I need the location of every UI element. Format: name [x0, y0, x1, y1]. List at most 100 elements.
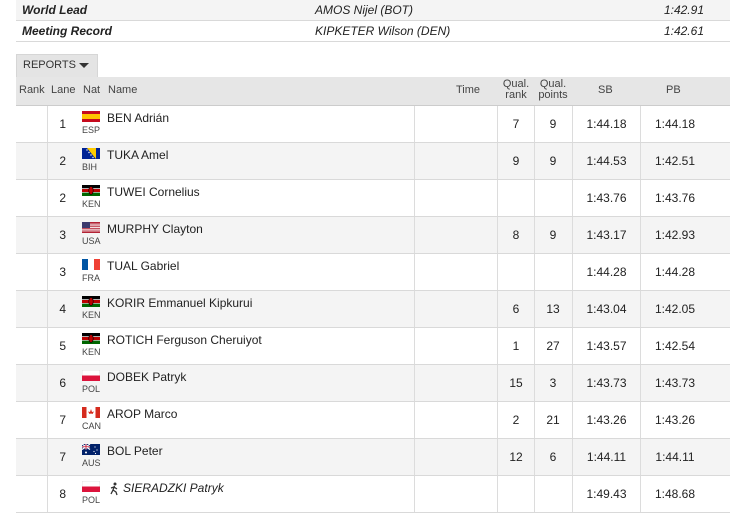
- column-divider: [534, 180, 535, 216]
- column-divider: [534, 143, 535, 179]
- pb-cell: 1:42.51: [654, 154, 696, 168]
- column-divider: [572, 106, 573, 142]
- athlete-name-link[interactable]: MURPHY Clayton: [107, 222, 203, 236]
- nat-code: KEN: [82, 310, 101, 320]
- table-row[interactable]: 5 KEN ROTICH Ferguson Cheruiyot 1 27 1:43.57 1…: [16, 328, 730, 365]
- header-time[interactable]: Time: [456, 84, 481, 96]
- athlete-name-link[interactable]: TUKA Amel: [107, 148, 169, 162]
- table-header: Rank Lane Nat Name Time Qual. rank Qual. p…: [16, 77, 730, 106]
- lane-cell: 4: [59, 302, 66, 316]
- lane-cell: 3: [59, 228, 66, 242]
- column-divider: [572, 254, 573, 290]
- lane-cell: 8: [59, 487, 66, 501]
- lane-cell: 7: [59, 413, 66, 427]
- column-divider: [572, 402, 573, 438]
- lane-cell: 2: [59, 191, 66, 205]
- column-divider: [414, 143, 415, 179]
- lane-cell: 3: [59, 265, 66, 279]
- lane-cell: 5: [59, 339, 66, 353]
- column-divider: [497, 106, 498, 142]
- pb-cell: 1:48.68: [654, 487, 696, 501]
- athlete-name-link[interactable]: SIERADZKI Patryk: [123, 481, 224, 495]
- column-divider: [534, 476, 535, 512]
- column-divider: [47, 439, 48, 475]
- column-divider: [414, 328, 415, 364]
- qual-points-cell: 6: [549, 450, 557, 464]
- pb-cell: 1:42.05: [654, 302, 696, 316]
- column-divider: [572, 365, 573, 401]
- qual-rank-cell: 6: [512, 302, 520, 316]
- pb-cell: 1:43.26: [654, 413, 696, 427]
- athlete-name-link[interactable]: BEN Adrián: [107, 111, 170, 125]
- column-divider: [497, 439, 498, 475]
- flag-icon: [82, 185, 100, 196]
- records-section: World Lead AMOS Nijel (BOT) 1:42.91 Meet…: [16, 0, 730, 42]
- header-lane[interactable]: Lane: [51, 84, 76, 96]
- column-divider: [47, 476, 48, 512]
- table-row[interactable]: 1 ESP BEN Adrián 7 9 1:44.18 1:44.18: [16, 106, 730, 143]
- athlete-name-link[interactable]: AROP Marco: [107, 407, 178, 421]
- record-label: World Lead: [22, 3, 88, 17]
- header-qual-points-line2: points: [538, 89, 568, 101]
- header-name[interactable]: Name: [108, 84, 138, 96]
- column-divider: [640, 402, 641, 438]
- athlete-name-link[interactable]: ROTICH Ferguson Cheruiyot: [107, 333, 262, 347]
- column-divider: [414, 254, 415, 290]
- sb-cell: 1:43.57: [586, 339, 627, 353]
- qual-points-cell: 3: [549, 376, 557, 390]
- column-divider: [47, 328, 48, 364]
- table-row[interactable]: 6 POL DOBEK Patryk 15 3 1:43.73 1:43.73: [16, 365, 730, 402]
- nat-code: KEN: [82, 199, 101, 209]
- column-divider: [497, 180, 498, 216]
- header-rank[interactable]: Rank: [19, 84, 45, 96]
- record-holder: KIPKETER Wilson (DEN): [315, 24, 451, 38]
- athlete-name-link[interactable]: TUAL Gabriel: [107, 259, 180, 273]
- sb-cell: 1:43.04: [586, 302, 627, 316]
- qual-points-cell: 9: [549, 117, 557, 131]
- column-divider: [572, 439, 573, 475]
- column-divider: [640, 291, 641, 327]
- flag-icon: [81, 480, 101, 493]
- table-body: 1 ESP BEN Adrián 7 9 1:44.18 1:44.18 2 BIH TUKA A…: [16, 106, 730, 513]
- column-divider: [534, 402, 535, 438]
- nat-code: USA: [82, 236, 101, 246]
- record-time: 1:42.91: [663, 3, 704, 17]
- table-row[interactable]: 7 CAN AROP Marco 2 21 1:43.26 1:43.26: [16, 402, 730, 439]
- column-divider: [47, 291, 48, 327]
- record-world-lead: World Lead AMOS Nijel (BOT) 1:42.91: [16, 0, 730, 21]
- qual-rank-cell: 15: [509, 376, 523, 390]
- table-row[interactable]: 3 FRA TUAL Gabriel 1:44.28 1:44.28: [16, 254, 730, 291]
- column-divider: [640, 143, 641, 179]
- column-divider: [414, 180, 415, 216]
- table-row[interactable]: 3 USA MURPHY Clayton 8 9 1:43.17 1:42.93: [16, 217, 730, 254]
- lane-cell: 7: [59, 450, 66, 464]
- table-row[interactable]: 2 KEN TUWEI Cornelius 1:43.76 1:43.76: [16, 180, 730, 217]
- column-divider: [534, 254, 535, 290]
- column-divider: [572, 143, 573, 179]
- table-row[interactable]: 4 KEN KORIR Emmanuel Kipkurui 6 13 1:43.04 1:4…: [16, 291, 730, 328]
- column-divider: [497, 143, 498, 179]
- athlete-running-icon: [108, 482, 120, 496]
- athlete-name-link[interactable]: TUWEI Cornelius: [107, 185, 200, 199]
- column-divider: [497, 291, 498, 327]
- column-divider: [414, 365, 415, 401]
- table-row[interactable]: 2 BIH TUKA Amel 9 9 1:44.53 1:42.51: [16, 143, 730, 180]
- reports-dropdown[interactable]: REPORTS: [16, 54, 98, 77]
- qual-rank-cell: 12: [509, 450, 523, 464]
- sb-cell: 1:43.17: [586, 228, 627, 242]
- table-row[interactable]: 7 AUS BOL Peter 12 6 1:44.11 1:44.11: [16, 439, 730, 476]
- header-nat[interactable]: Nat: [83, 84, 101, 96]
- reports-label: REPORTS: [23, 59, 76, 71]
- athlete-name-link[interactable]: BOL Peter: [107, 444, 163, 458]
- flag-icon: [82, 222, 100, 233]
- column-divider: [497, 254, 498, 290]
- athlete-name-link[interactable]: DOBEK Patryk: [107, 370, 187, 384]
- pb-cell: 1:44.18: [654, 117, 696, 131]
- header-pb[interactable]: PB: [666, 84, 681, 96]
- column-divider: [640, 476, 641, 512]
- header-qual-rank[interactable]: Qual. rank: [498, 79, 534, 101]
- header-sb[interactable]: SB: [598, 84, 613, 96]
- flag-icon: [82, 333, 100, 344]
- athlete-name-link[interactable]: KORIR Emmanuel Kipkurui: [107, 296, 253, 310]
- header-qual-points[interactable]: Qual. points: [535, 79, 571, 101]
